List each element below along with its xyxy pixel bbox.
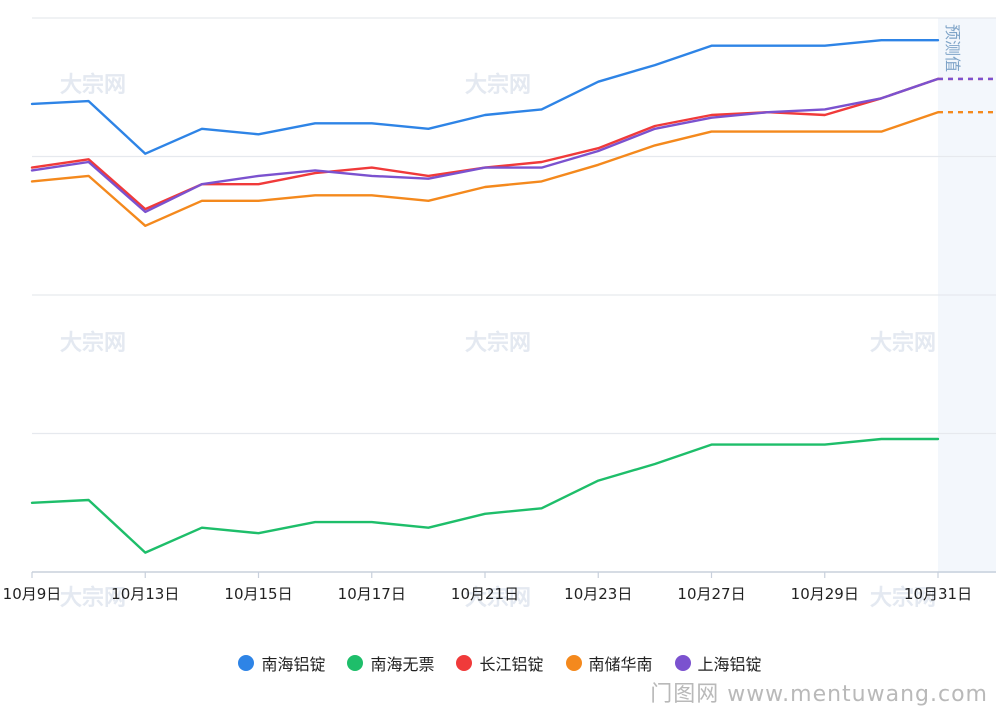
watermark-0: 大宗网 <box>60 72 126 98</box>
x-tick-label-4: 10月21日 <box>451 585 519 603</box>
site-watermark: 门图网 www.mentuwang.com <box>650 682 988 707</box>
legend: 南海铝锭 南海无票 长江铝锭 南储华南 上海铝锭 <box>0 650 1000 676</box>
x-tick-label-6: 10月27日 <box>677 585 745 603</box>
x-tick-label-1: 10月13日 <box>111 585 179 603</box>
x-tick-label-2: 10月15日 <box>224 585 292 603</box>
legend-dot-icon <box>565 655 582 671</box>
series-line-1[interactable] <box>30 437 940 554</box>
legend-item-1[interactable]: 南海无票 <box>347 650 434 676</box>
series-line-3[interactable] <box>30 110 940 228</box>
legend-label: 长江铝锭 <box>479 655 544 674</box>
watermark-2: 大宗网 <box>60 330 126 356</box>
legend-item-4[interactable]: 上海铝锭 <box>674 650 762 676</box>
legend-dot-icon <box>238 655 255 671</box>
legend-label: 南储华南 <box>588 655 653 674</box>
x-tick-label-5: 10月23日 <box>564 585 632 603</box>
x-tick-label-0: 10月9日 <box>3 585 62 603</box>
legend-label: 上海铝锭 <box>697 655 762 674</box>
legend-item-0[interactable]: 南海铝锭 <box>238 650 325 676</box>
legend-item-3[interactable]: 南储华南 <box>565 650 653 676</box>
forecast-label: 预测值 <box>943 24 962 72</box>
watermark-1: 大宗网 <box>465 72 531 98</box>
series-line-4[interactable] <box>30 77 940 214</box>
legend-label: 南海无票 <box>370 655 435 674</box>
legend-dot-icon <box>674 655 691 671</box>
legend-dot-icon <box>347 655 364 671</box>
watermark-4: 大宗网 <box>870 330 936 356</box>
watermark-3: 大宗网 <box>465 330 531 356</box>
watermark-7: 大宗网 <box>870 585 936 611</box>
series-line-0[interactable] <box>30 39 940 155</box>
watermark-6: 大宗网 <box>465 585 531 611</box>
x-tick-label-7: 10月29日 <box>791 585 859 603</box>
legend-item-2[interactable]: 长江铝锭 <box>456 650 544 676</box>
watermark-5: 大宗网 <box>60 585 126 611</box>
series-lines <box>30 39 940 554</box>
x-axis: 10月9日 10月13日 10月15日 10月17日 10月21日 10月23日 10月27… <box>3 572 972 603</box>
legend-dot-icon <box>456 655 473 671</box>
legend-label: 南海铝锭 <box>261 655 326 674</box>
x-tick-label-8: 10月31日 <box>904 585 972 603</box>
x-tick-label-3: 10月17日 <box>338 585 406 603</box>
grid-lines <box>32 17 996 573</box>
